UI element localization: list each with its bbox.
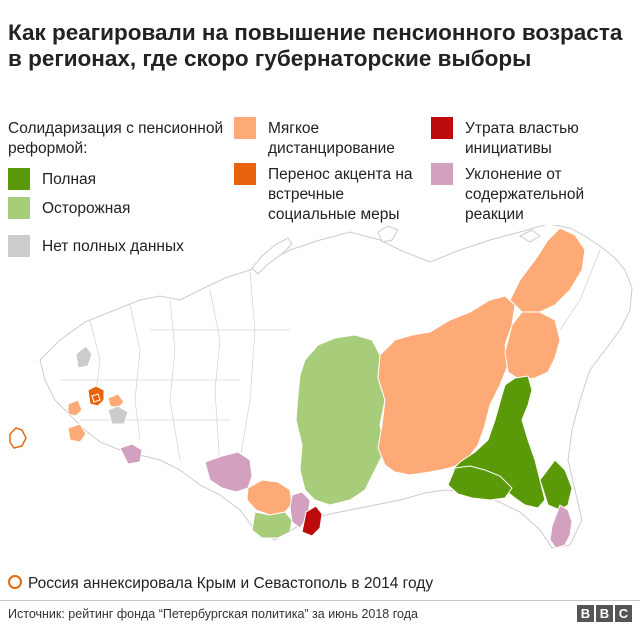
region-magadan: [504, 311, 561, 381]
crimea-note: Россия аннексировала Крым и Севастополь …: [8, 574, 433, 594]
region-krasnoyarsk: [295, 334, 386, 506]
region-kareliya: [75, 345, 93, 369]
crimea-note-text: Россия аннексировала Крым и Севастополь …: [28, 575, 434, 592]
legend-swatch-shift: [234, 163, 256, 185]
legend-label-full: Полная: [42, 171, 97, 188]
legend-swatch-soft: [234, 117, 256, 139]
region-tyva: [301, 505, 323, 537]
region-borders: [60, 249, 601, 471]
region-kemerovo: [251, 511, 293, 539]
region-voronezh: [67, 423, 87, 443]
legend-swatch-cautious: [8, 197, 30, 219]
region-moscow: [91, 393, 101, 403]
legend-swatch-loss: [431, 117, 453, 139]
bbc-logo-letter: C: [615, 605, 632, 622]
russia-map: [9, 225, 633, 549]
region-altai-krai: [246, 479, 293, 516]
legend-label-evasion: Уклонение от содержательной реакции: [465, 166, 585, 223]
legend-label-cautious: Осторожная: [42, 200, 131, 217]
bbc-logo-letter: B: [596, 605, 613, 622]
legend-swatch-evasion: [431, 163, 453, 185]
region-amur: [447, 465, 513, 501]
region-sakhalin: [549, 504, 573, 549]
legend-label-soft: Мягкое дистанцирование: [268, 120, 395, 157]
legend-swatch-nodata: [8, 235, 30, 257]
region-tyumen: [204, 451, 253, 493]
region-primorsky: [539, 459, 573, 511]
region-nodata-west: [107, 405, 129, 425]
legend-label-shift: Перенос акцента на встречные социальные …: [268, 166, 413, 223]
crimea-outline: [9, 427, 27, 449]
region-yakutia: [377, 295, 516, 476]
arctic-island-novaya-zemlya: [251, 237, 293, 275]
legend-label-loss: Утрата властью инициативы: [465, 120, 579, 157]
region-ivanovo: [107, 393, 125, 409]
map-title: Как реагировали на повышение пенсионного…: [8, 20, 623, 71]
arctic-island-severnaya: [377, 225, 399, 243]
region-bashkortostan: [119, 443, 143, 465]
bbc-logo-letter: B: [577, 605, 594, 622]
arctic-island-novosibirsk: [518, 229, 541, 243]
legend-label-nodata: Нет полных данных: [42, 238, 184, 255]
footer-divider: [0, 600, 640, 601]
legend-heading: Солидаризация с пенсионной реформой:: [8, 120, 224, 157]
region-smolensk: [67, 399, 83, 417]
legend-swatch-full: [8, 168, 30, 190]
source-text: Источник: рейтинг фонда “Петербургская п…: [8, 607, 418, 621]
bbc-logo: B B C: [577, 605, 632, 622]
crimea-marker-icon: [8, 575, 22, 589]
